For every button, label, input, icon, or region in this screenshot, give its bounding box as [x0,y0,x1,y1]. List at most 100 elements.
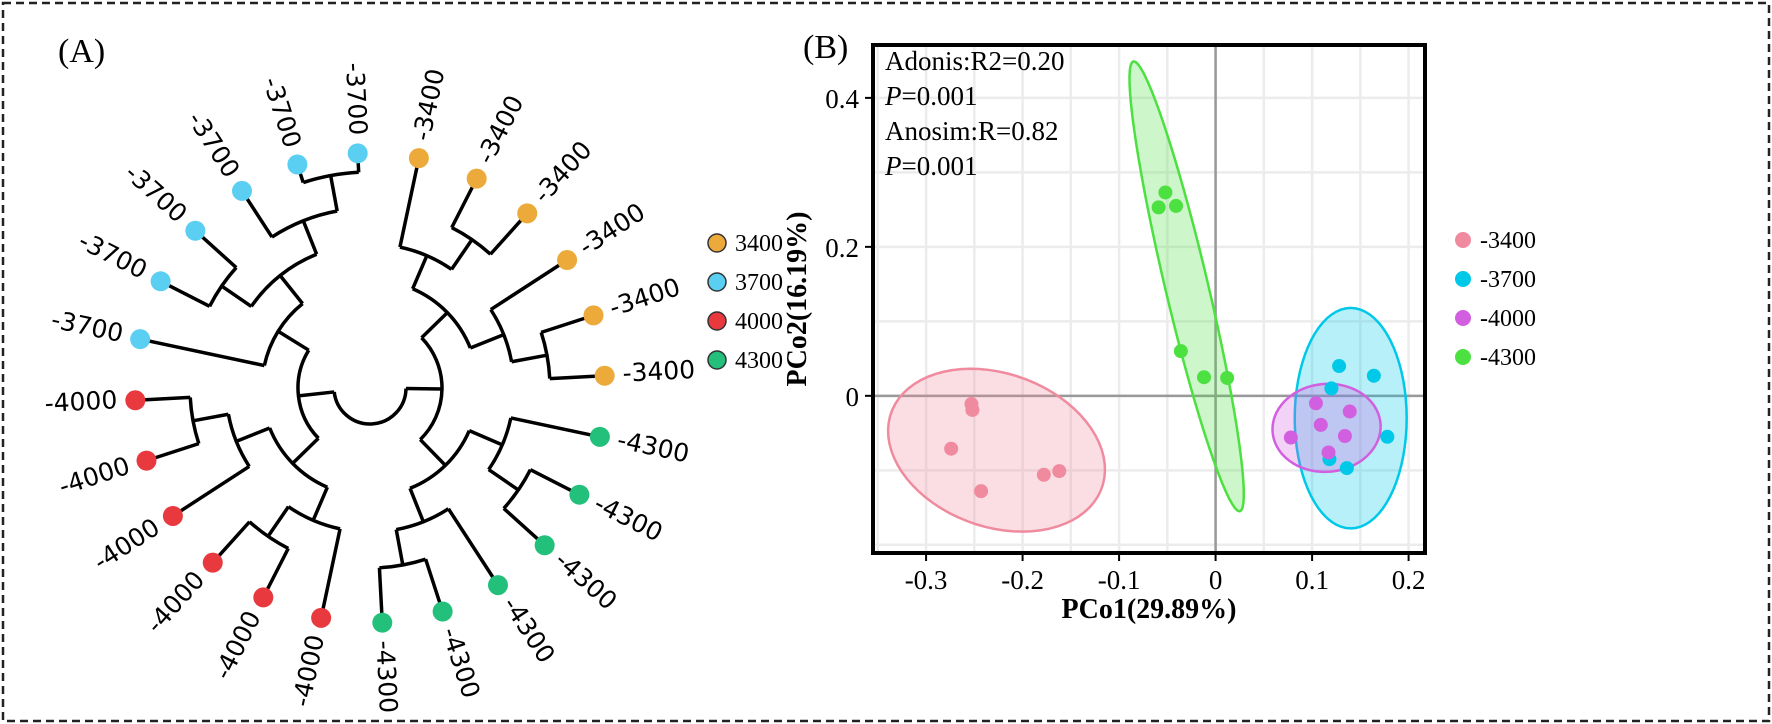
data-point [1283,430,1298,445]
data-point [1342,404,1357,419]
legend-marker [707,233,727,253]
leaf-node [150,271,171,292]
legend-label: -3700 [1480,267,1536,293]
plot-frame [871,43,1427,555]
data-point [1169,198,1184,213]
dendrogram-branch [395,507,450,532]
data-point [1197,370,1212,385]
dendrogram-branch [540,316,587,335]
leaf-node [517,203,538,224]
data-point [1337,429,1352,444]
adonis-r2: Adonis:R2=0.20 [885,46,1065,76]
stats-annotation: Adonis:R2=0.20 P=0.001 Anosim:R=0.82 P=0… [884,46,1065,181]
data-point [1339,461,1354,476]
legend-marker [707,311,727,331]
dendrogram-branch [549,374,597,381]
dendrogram-branch [418,438,447,467]
leaf-node [162,505,183,526]
leaf-node [253,587,274,608]
dendrogram-branch [423,558,442,605]
leaf-node [569,484,590,505]
leaf-node [583,305,604,326]
p-symbol: P [884,81,902,111]
dendrogram-branch [420,311,449,340]
panel-a-label: (A) [58,33,105,70]
leaf-node [557,250,578,271]
leaf-node [347,143,368,164]
leaf-label: -3700 [257,73,307,151]
leaf-label: -4300 [590,489,668,548]
dendrogram-branch [511,353,548,364]
leaf-label: -3400 [622,355,696,388]
dendrogram-branch [265,547,290,592]
adonis-p-value: =0.001 [902,81,978,111]
dendrogram-branch [489,218,524,256]
dendrogram-branch [510,416,593,437]
leaf-label: -4300 [436,624,486,702]
legend-marker [1455,310,1471,326]
leaf-label: -3700 [182,106,246,183]
dendrogram-branch [450,238,474,271]
p-symbol: P [884,151,902,181]
leaf-node [594,365,615,386]
legend-label: 3400 [735,231,783,257]
confidence-ellipse [886,367,1107,533]
data-point [1173,344,1188,359]
leaf-label: -4000 [55,451,133,501]
legend-label: 4300 [735,348,783,374]
dendrogram-branch [166,283,211,308]
leaf-label: -4300 [497,591,561,668]
dendrogram-branch [529,468,574,493]
leaf-label: -4000 [44,385,118,418]
leaf-node [287,154,308,175]
dendrogram-branch [226,413,251,468]
leaf-label: -3400 [573,197,650,261]
leaf-node [372,612,393,633]
dendrogram-branch [328,175,339,212]
x-tick-label: 0.1 [1295,565,1329,595]
legend-label: 3700 [735,270,783,296]
dendrogram-branch [468,429,503,447]
leaf-node [466,168,487,189]
dendrogram-branch [394,529,405,566]
dendrogram-branch [311,486,329,521]
leaf-label: -3400 [471,91,530,169]
leaf-label: -3700 [74,226,152,285]
dendrogram-branch [147,339,265,368]
data-point [965,402,980,417]
dendrogram-branch [244,196,274,238]
leaf-node [125,390,146,411]
legend-marker [707,350,727,370]
dendrogram-branch [277,329,310,352]
legend-marker [1455,271,1471,287]
leaf-label: -3700 [49,305,126,348]
data-point [974,484,989,499]
leaf-label: -3700 [119,158,192,228]
dendrogram-branch [220,284,253,308]
leaf-node [487,575,508,596]
x-tick-label: -0.1 [1098,565,1141,595]
dendrogram-branch [411,255,429,290]
legend-label: -4000 [1480,306,1536,332]
x-tick-label: 0.2 [1392,565,1426,595]
dendrogram-branch [296,349,320,440]
dendrogram-branch [489,262,562,312]
dendrogram-branch [487,468,520,492]
dendrogram-branch [446,507,496,580]
leaf-node [589,426,610,447]
leaf-label: -3400 [527,135,597,208]
dendrogram-branch [321,528,342,611]
panel-b-label: (B) [803,29,848,66]
dendrogram-branch [298,390,335,398]
leaf-label: -4300 [370,640,403,714]
data-point [1380,429,1395,444]
dendrogram-branch [332,388,408,426]
data-point [1321,445,1336,460]
leaf-node [311,607,332,628]
anosim-p-value: =0.001 [902,151,978,181]
data-point [1052,464,1067,479]
x-tick-label: -0.2 [1001,565,1044,595]
dendrogram-branch [178,464,251,514]
dendrogram-branch [235,426,271,443]
